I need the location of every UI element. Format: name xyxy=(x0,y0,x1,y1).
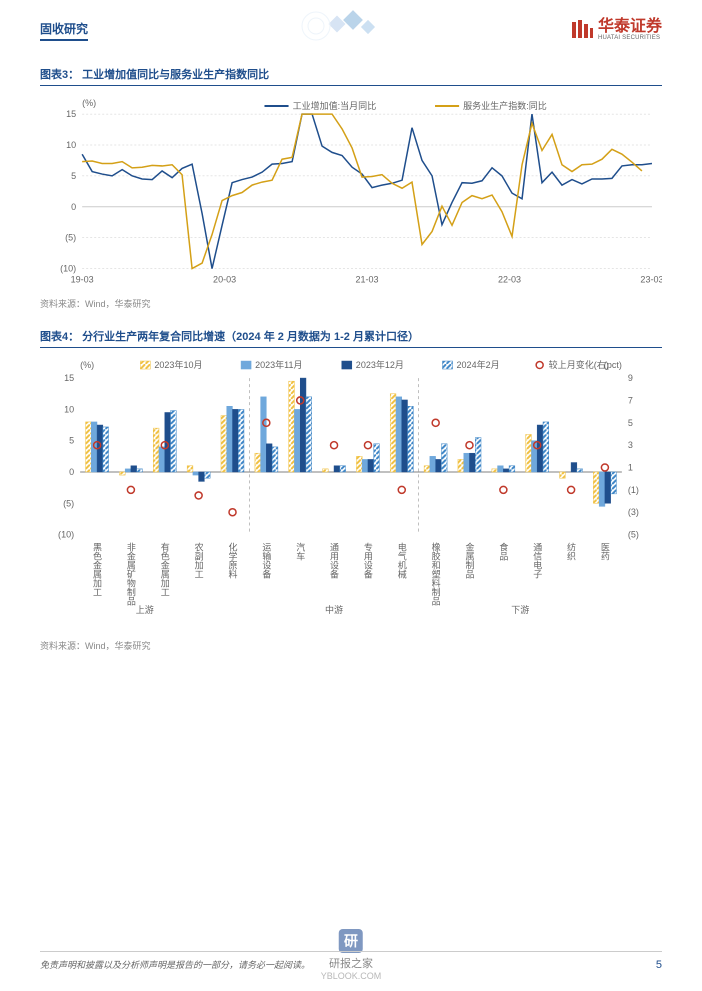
svg-text:10: 10 xyxy=(64,404,74,414)
svg-text:(10): (10) xyxy=(58,529,74,539)
svg-text:运输设备: 运输设备 xyxy=(261,542,271,578)
svg-text:0: 0 xyxy=(69,467,74,477)
chart3-title: 图表3： 工业增加值同比与服务业生产指数同比 xyxy=(40,66,662,86)
svg-text:金属制品: 金属制品 xyxy=(465,541,475,579)
svg-text:(5): (5) xyxy=(65,233,76,243)
svg-text:(%): (%) xyxy=(82,98,96,108)
svg-text:3: 3 xyxy=(628,440,633,450)
svg-text:专用设备: 专用设备 xyxy=(363,541,373,578)
svg-text:服务业生产指数:同比: 服务业生产指数:同比 xyxy=(463,100,547,111)
svg-text:22-03: 22-03 xyxy=(498,275,521,285)
svg-text:较上月变化(右): 较上月变化(右) xyxy=(549,359,609,370)
svg-text:10: 10 xyxy=(66,140,76,150)
svg-text:汽车: 汽车 xyxy=(295,541,305,561)
svg-text:19-03: 19-03 xyxy=(71,275,94,285)
svg-text:2024年2月: 2024年2月 xyxy=(457,359,500,370)
svg-text:上游: 上游 xyxy=(136,603,154,614)
logo: 华泰证券 HUATAI SECURITIES xyxy=(570,18,662,42)
svg-text:15: 15 xyxy=(66,109,76,119)
svg-text:医药: 医药 xyxy=(600,542,610,561)
svg-text:(10): (10) xyxy=(60,264,76,274)
watermark-url: YBLOOK.COM xyxy=(321,971,382,981)
footer-disclaimer: 免责声明和披露以及分析师声明是报告的一部分，请务必一起阅读。 xyxy=(40,958,310,971)
chart4-block: 图表4： 分行业生产两年复合同比增速（2024 年 2 月数据为 1-2 月累计… xyxy=(40,328,662,652)
svg-text:2023年10月: 2023年10月 xyxy=(154,359,202,370)
svg-text:化学原料: 化学原料 xyxy=(227,541,237,579)
svg-text:1: 1 xyxy=(628,462,633,472)
svg-text:(3): (3) xyxy=(628,507,639,517)
svg-text:5: 5 xyxy=(628,417,633,427)
watermark-icon: 研 xyxy=(339,929,363,953)
header-decoration xyxy=(271,8,431,44)
svg-text:电气机械: 电气机械 xyxy=(397,541,407,579)
chart3-canvas: (10) (5) 0 5 10 15 (%) 19-03 20-03 21-03 22-03 23-0… xyxy=(40,92,662,293)
svg-text:非金属矿物制品: 非金属矿物制品 xyxy=(126,541,136,606)
svg-text:(5): (5) xyxy=(63,498,74,508)
svg-text:下游: 下游 xyxy=(511,603,529,614)
svg-text:2023年11月: 2023年11月 xyxy=(255,359,302,370)
svg-text:通信电子: 通信电子 xyxy=(532,542,542,578)
svg-text:7: 7 xyxy=(628,395,633,405)
svg-text:9: 9 xyxy=(628,373,633,383)
svg-text:2023年12月: 2023年12月 xyxy=(356,359,404,370)
svg-text:中游: 中游 xyxy=(325,603,343,614)
svg-text:0: 0 xyxy=(71,202,76,212)
chart4-source: 资料来源：Wind，华泰研究 xyxy=(40,639,662,652)
svg-text:农副加工: 农副加工 xyxy=(194,541,204,578)
svg-text:通用设备: 通用设备 xyxy=(329,542,339,578)
svg-text:橡胶和塑料制品: 橡胶和塑料制品 xyxy=(431,541,441,606)
svg-text:21-03: 21-03 xyxy=(356,275,379,285)
svg-text:5: 5 xyxy=(71,171,76,181)
svg-text:有色金属加工: 有色金属加工 xyxy=(160,541,170,596)
logo-en: HUATAI SECURITIES xyxy=(598,35,662,41)
chart3-source: 资料来源：Wind，华泰研究 xyxy=(40,297,662,310)
svg-text:纺织: 纺织 xyxy=(566,541,576,561)
svg-text:工业增加值:当月同比: 工业增加值:当月同比 xyxy=(293,100,377,111)
chart4-canvas: (10)(5)051015(5)(3)(1)13579(%)(pct)黑色金属加… xyxy=(40,354,662,635)
chart4-title: 图表4： 分行业生产两年复合同比增速（2024 年 2 月数据为 1-2 月累计… xyxy=(40,328,662,348)
svg-text:(5): (5) xyxy=(628,529,639,539)
svg-text:20-03: 20-03 xyxy=(213,275,236,285)
svg-text:5: 5 xyxy=(69,435,74,445)
svg-text:23-03: 23-03 xyxy=(640,275,662,285)
doc-category: 固收研究 xyxy=(40,20,88,41)
svg-text:黑色金属加工: 黑色金属加工 xyxy=(92,542,102,596)
logo-icon xyxy=(570,18,594,42)
svg-text:(1): (1) xyxy=(628,485,639,495)
svg-text:15: 15 xyxy=(64,373,74,383)
svg-text:(%): (%) xyxy=(80,360,94,370)
svg-text:食品: 食品 xyxy=(498,541,508,561)
footer-page-number: 5 xyxy=(656,959,662,971)
chart3-block: 图表3： 工业增加值同比与服务业生产指数同比 (10) (5) 0 5 10 15 (%) 1… xyxy=(40,66,662,310)
logo-cn: 华泰证券 xyxy=(598,19,662,35)
